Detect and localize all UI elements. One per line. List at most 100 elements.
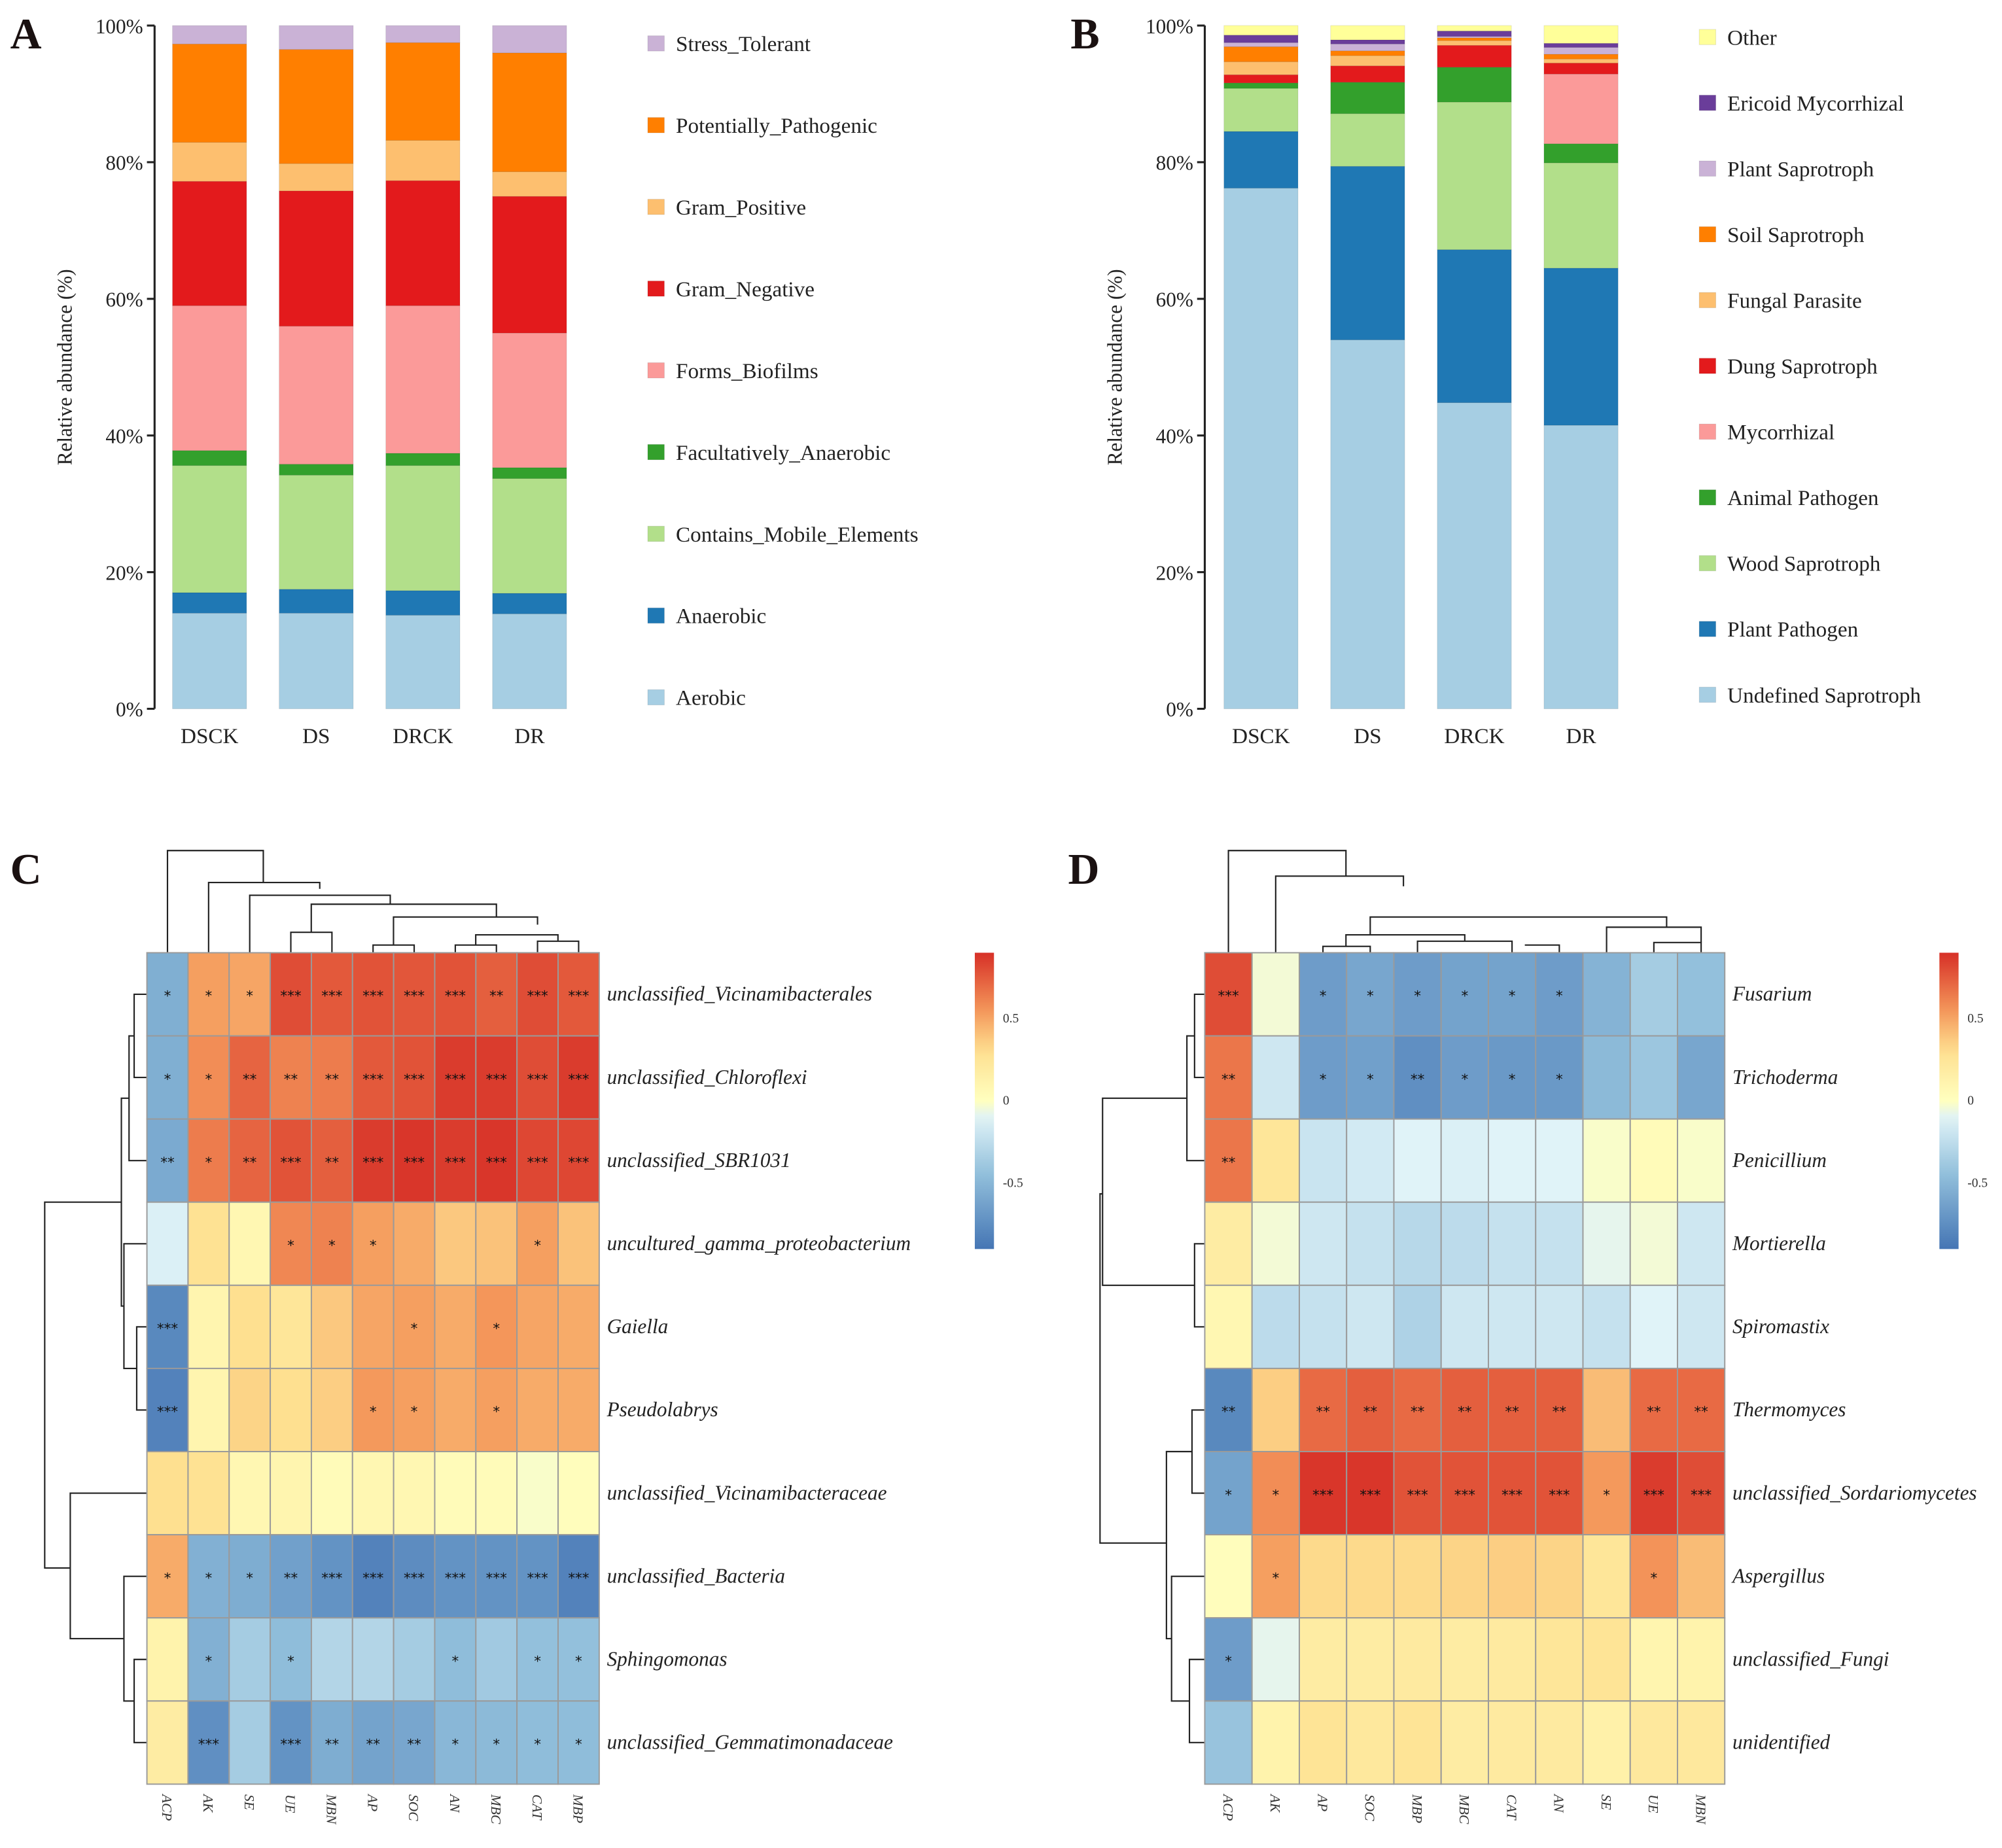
heatmap-cell [1677,1700,1726,1785]
column-label: UE [283,1794,298,1813]
heatmap-cell [1629,1700,1678,1785]
bar-segment [385,25,461,43]
bar-segment [1330,65,1405,83]
heatmap-cell [1393,1284,1442,1369]
heatmap-cell [393,1534,436,1619]
column-label: AP [364,1793,380,1811]
bar-segment [1330,39,1405,44]
heatmap-cell [475,1118,518,1203]
heatmap-cell [1393,1534,1442,1619]
legend-swatch [1698,292,1717,308]
legend-item: Mycorrhizal [1698,421,1835,445]
heatmap-cell [270,1284,312,1369]
heatmap-cell [1251,1118,1300,1203]
y-tick-label: 40% [1156,425,1193,447]
heatmap-cell [1346,1367,1395,1452]
legend-item: Aerobic [647,686,746,710]
heatmap-cell [1440,1118,1489,1203]
stacked-bar-chart-a: 0% 20% 40% 60% 80% 100% Relative abundance (%)… [53,15,567,748]
heatmap-cell [1629,1035,1678,1120]
colorbar [1939,952,1959,1249]
heatmap-cell [516,1367,559,1452]
bar-segment [1223,42,1299,47]
heatmap-cell [393,1284,436,1369]
x-tick-label: DRCK [393,724,453,748]
heatmap-cell [1251,1035,1300,1120]
legend-item: Facultatively_Anaerobic [647,441,890,465]
significance-marker: *** [1549,1487,1570,1503]
heatmap-cell [434,1284,477,1369]
y-axis-title: Relative abundance (%) [1104,269,1127,465]
heatmap-cell [228,1700,272,1785]
x-tick-label: DR [1566,724,1597,748]
dendrogram-branch [120,1097,130,1307]
heatmap-cell [270,1367,312,1452]
y-tick-label: 100% [1146,15,1193,38]
heatmap-cell [1582,952,1631,1037]
row-label: unclassified_Vicinamibacteraceae [607,1481,887,1504]
legend-swatch [647,689,665,706]
dendrogram-d [1099,850,1702,1743]
heatmap-cell [228,1035,272,1120]
heatmap-cell [228,1367,272,1452]
heatmap-cell [1440,1451,1489,1536]
heatmap-cell [1677,1035,1726,1120]
column-label: CAT [529,1794,545,1821]
heatmap-cell [1393,1700,1442,1785]
heatmap-cell [228,1534,272,1619]
heatmap-cell [516,1118,559,1203]
significance-marker: *** [1407,1487,1428,1503]
heatmap-cell [187,1534,230,1619]
heatmap-cell [270,1700,312,1785]
heatmap-cell [557,1284,600,1369]
heatmap-cell [1204,1201,1253,1286]
column-label: MBP [571,1794,586,1823]
y-tick-label: 80% [105,152,143,175]
heatmap-cell [1582,1201,1631,1286]
row-label: unclassified_Fungi [1732,1648,1889,1671]
colorbar-tick-label: 0 [1003,1094,1010,1108]
heatmap-cell [351,1700,395,1785]
significance-marker: * [287,1238,294,1254]
heatmap-cell [146,1617,189,1702]
heatmap-cell [1440,1367,1489,1452]
heatmap-cell [146,1534,189,1619]
heatmap-cell [228,1451,272,1536]
heatmap-cell [1298,1534,1348,1619]
bar-segment [492,25,567,54]
legend-swatch [1698,489,1717,506]
legend-label: Stress_Tolerant [676,32,811,56]
row-label: unclassified_Vicinamibacterales [607,983,872,1005]
significance-marker: *** [568,1155,589,1171]
bar-segment [492,593,567,614]
bar-segment [279,25,354,50]
heatmap-cell [310,1284,353,1369]
y-tick-label: 60% [105,288,143,311]
row-label: uncultured_gamma_proteobacterium [607,1232,911,1255]
heatmap-cell [1582,1617,1631,1702]
bar-segment [1223,131,1299,189]
heatmap-cell [1393,1451,1442,1536]
legend-swatch [1698,686,1717,703]
bar-segment [1223,82,1299,89]
bar-segment [1330,113,1405,167]
significance-marker: *** [486,1072,507,1088]
heatmap-cell [1488,1284,1537,1369]
bar-segment [1223,88,1299,132]
row-label: Aspergillus [1731,1564,1825,1587]
significance-marker: ** [1411,1072,1425,1088]
significance-marker: ** [366,1737,380,1753]
heatmap-cell [187,1284,230,1369]
heatmap-cell [1582,1118,1631,1203]
heatmap-cell [475,1035,518,1120]
significance-marker: *** [527,1155,548,1171]
heatmap-c: * * * *** *** *** *** *** ** *** *** unclassified_V… [146,952,911,1825]
heatmap-cell [1440,1201,1489,1286]
significance-marker: * [493,1737,500,1753]
significance-marker: * [1367,1072,1374,1088]
heatmap-cell [1204,1035,1253,1120]
significance-marker: *** [321,1570,342,1586]
panel-c: C * * * *** *** *** *** *** ** *** *** unclassified… [10,846,1023,1825]
bar-segment [1543,63,1619,75]
heatmap-cell [351,1617,395,1702]
